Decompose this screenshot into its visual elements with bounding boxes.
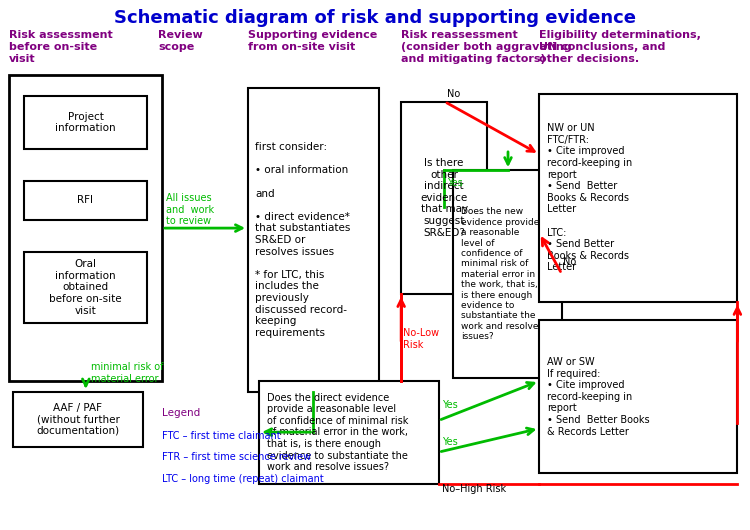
Text: Eligibility determinations,
UN conclusions, and
other decisions.: Eligibility determinations, UN conclusio… <box>539 30 701 64</box>
FancyBboxPatch shape <box>454 170 562 378</box>
Text: Yes: Yes <box>442 437 458 447</box>
Text: No: No <box>448 89 460 99</box>
FancyBboxPatch shape <box>260 381 439 484</box>
Text: No–High Risk: No–High Risk <box>442 484 506 494</box>
Text: Is there
other
indirect
evidence
that may
suggest
SR&ED?: Is there other indirect evidence that ma… <box>421 158 468 237</box>
Text: FTC – first time claimant: FTC – first time claimant <box>162 431 280 441</box>
Text: Does the new
evidence provide
a reasonable
level of
confidence of
minimal risk o: Does the new evidence provide a reasonab… <box>461 207 539 341</box>
Text: FTR – first time science review: FTR – first time science review <box>162 453 311 463</box>
FancyBboxPatch shape <box>24 181 147 220</box>
FancyBboxPatch shape <box>9 75 162 381</box>
FancyBboxPatch shape <box>539 320 737 473</box>
Text: Project
information: Project information <box>56 112 116 134</box>
Text: RFI: RFI <box>77 196 94 206</box>
Text: Legend: Legend <box>162 408 200 418</box>
Text: Yes: Yes <box>448 178 464 188</box>
FancyBboxPatch shape <box>24 96 147 149</box>
FancyBboxPatch shape <box>401 102 487 294</box>
Text: first consider:

• oral information

and

• direct evidence*
that substantiates
: first consider: • oral information and •… <box>256 142 351 338</box>
FancyBboxPatch shape <box>539 94 737 302</box>
Text: NW or UN
FTC/FTR:
• Cite improved
record-keeping in
report
• Send  Better
Books : NW or UN FTC/FTR: • Cite improved record… <box>547 123 632 272</box>
Text: minimal risk of
material error: minimal risk of material error <box>91 363 164 384</box>
Text: Risk assessment
before on-site
visit: Risk assessment before on-site visit <box>9 30 112 64</box>
Text: Review
scope: Review scope <box>158 30 203 52</box>
Text: LTC – long time (repeat) claimant: LTC – long time (repeat) claimant <box>162 473 324 483</box>
Text: Yes: Yes <box>442 400 458 410</box>
FancyBboxPatch shape <box>24 252 147 323</box>
Text: No: No <box>563 258 577 267</box>
Text: AW or SW
If required:
• Cite improved
record-keeping in
report
• Send  Better Bo: AW or SW If required: • Cite improved re… <box>547 357 650 437</box>
Text: Risk reassessment
(consider both aggravating
and mitigating factors): Risk reassessment (consider both aggrava… <box>401 30 572 64</box>
FancyBboxPatch shape <box>13 392 143 447</box>
Text: AAF / PAF
(without further
documentation): AAF / PAF (without further documentation… <box>37 403 119 436</box>
Text: Schematic diagram of risk and supporting evidence: Schematic diagram of risk and supporting… <box>114 10 636 28</box>
Text: Oral
information
obtained
before on-site
visit: Oral information obtained before on-site… <box>50 259 122 315</box>
Text: All issues
and  work
to review: All issues and work to review <box>166 193 214 226</box>
Text: No-Low
Risk: No-Low Risk <box>404 328 439 350</box>
Text: Does the direct evidence
provide a reasonable level
of confidence of minimal ris: Does the direct evidence provide a reaso… <box>267 393 408 472</box>
FancyBboxPatch shape <box>248 89 379 392</box>
Text: Supporting evidence
from on-site visit: Supporting evidence from on-site visit <box>248 30 377 52</box>
